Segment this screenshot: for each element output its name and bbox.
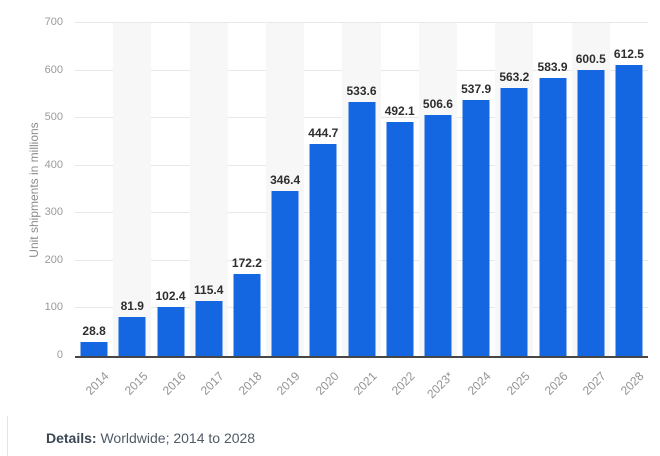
x-axis-tick-label: 2024	[465, 369, 495, 398]
bar-2019[interactable]	[271, 191, 299, 356]
plot-column: 537.9 2024	[457, 23, 495, 398]
x-axis-tick-label: 2019	[274, 369, 304, 398]
details-bar: Details: Worldwide; 2014 to 2028	[7, 416, 660, 456]
x-axis-tick-label: 2018	[236, 369, 265, 398]
x-axis-tick-label: 2014	[83, 369, 113, 398]
bar-value-label: 492.1	[384, 103, 415, 118]
bar-2028[interactable]	[615, 64, 643, 356]
bars-container: 28.8 2014 81.9 2015 102.4 2016 115.4 2017 172.2 2…	[75, 23, 648, 401]
y-axis-tick-label: 0	[56, 349, 63, 361]
bar-value-label: 81.9	[120, 299, 144, 314]
plot-column: 600.5 2027	[571, 23, 610, 398]
x-axis-tick-label: 2021	[350, 369, 380, 398]
x-axis-tick-label: 2020	[312, 369, 342, 398]
bar-value-label: 172.2	[231, 256, 262, 271]
plot-column: 115.4 2017	[189, 23, 228, 398]
x-axis-tick-label: 2022	[388, 369, 418, 398]
plot-column: 612.5 2028	[610, 23, 648, 398]
bar-value-label: 612.5	[613, 46, 644, 61]
bar-2023[interactable]	[424, 115, 452, 356]
bar-2024[interactable]	[462, 100, 490, 356]
plot-column: 492.1 2022	[381, 23, 419, 398]
y-axis-tick-label: 200	[44, 253, 63, 266]
bar-2015[interactable]	[118, 317, 146, 356]
plot-column: 533.6 2021	[342, 23, 381, 398]
bar-value-label: 102.4	[155, 289, 186, 304]
bar-value-label: 533.6	[346, 84, 377, 99]
y-axis-ticks: 0 100 200 300 400 500 600 700	[0, 16, 63, 361]
bar-value-label: 600.5	[575, 52, 606, 67]
plot-column: 28.8 2014	[75, 23, 113, 398]
y-axis-tick-label: 700	[44, 16, 63, 28]
bar-2014[interactable]	[80, 342, 108, 356]
plot-column: 346.4 2019	[266, 23, 305, 398]
x-axis-tick-label: 2023*	[423, 369, 456, 402]
details-text: Worldwide; 2014 to 2028	[96, 430, 256, 446]
y-axis-tick-label: 400	[44, 158, 63, 171]
x-axis-tick-label: 2025	[503, 369, 533, 398]
plot-column: 172.2 2018	[228, 23, 266, 398]
bar-value-label: 346.4	[270, 173, 301, 188]
y-axis-tick-label: 500	[44, 111, 63, 124]
x-axis-tick-label: 2028	[618, 369, 647, 398]
bar-2017[interactable]	[195, 301, 223, 356]
bar-value-label: 28.8	[82, 324, 106, 339]
plot-column: 444.7 2020	[304, 23, 342, 397]
bar-2027[interactable]	[577, 70, 605, 356]
y-axis-tick-label: 100	[44, 301, 63, 314]
bar-value-label: 115.4	[194, 283, 224, 298]
bar-value-label: 444.7	[308, 126, 339, 141]
x-axis-tick-label: 2026	[541, 369, 571, 398]
plot-area: 28.8 2014 81.9 2015 102.4 2016 115.4 2017 172.2 2…	[75, 22, 648, 401]
y-axis-tick-label: 300	[44, 206, 63, 219]
bar-2021[interactable]	[348, 102, 376, 356]
bar-value-label: 506.6	[422, 97, 453, 112]
plot-column: 102.4 2016	[151, 23, 189, 397]
bar-2025[interactable]	[500, 88, 528, 356]
x-axis-tick-label: 2015	[121, 369, 151, 398]
bar-value-label: 537.9	[461, 82, 492, 97]
y-axis-tick-label: 600	[44, 63, 63, 76]
bar-value-label: 563.2	[499, 70, 530, 85]
x-axis-tick-label: 2027	[579, 369, 609, 398]
bar-2020[interactable]	[309, 144, 337, 356]
plot-column: 81.9 2015	[113, 23, 152, 398]
details-label: Details:	[46, 430, 97, 446]
bar-2018[interactable]	[233, 274, 261, 356]
gridline	[75, 22, 648, 23]
plot-column: 583.9 2026	[533, 23, 571, 398]
x-axis-tick-label: 2017	[197, 369, 227, 398]
plot-column: 563.2 2025	[495, 23, 534, 398]
bar-2026[interactable]	[539, 78, 567, 356]
plot-column: 506.6 2023*	[418, 23, 458, 401]
x-axis-tick-label: 2016	[159, 369, 189, 398]
bar-value-label: 583.9	[537, 60, 568, 75]
bar-2022[interactable]	[386, 121, 414, 356]
bar-2016[interactable]	[157, 307, 184, 356]
